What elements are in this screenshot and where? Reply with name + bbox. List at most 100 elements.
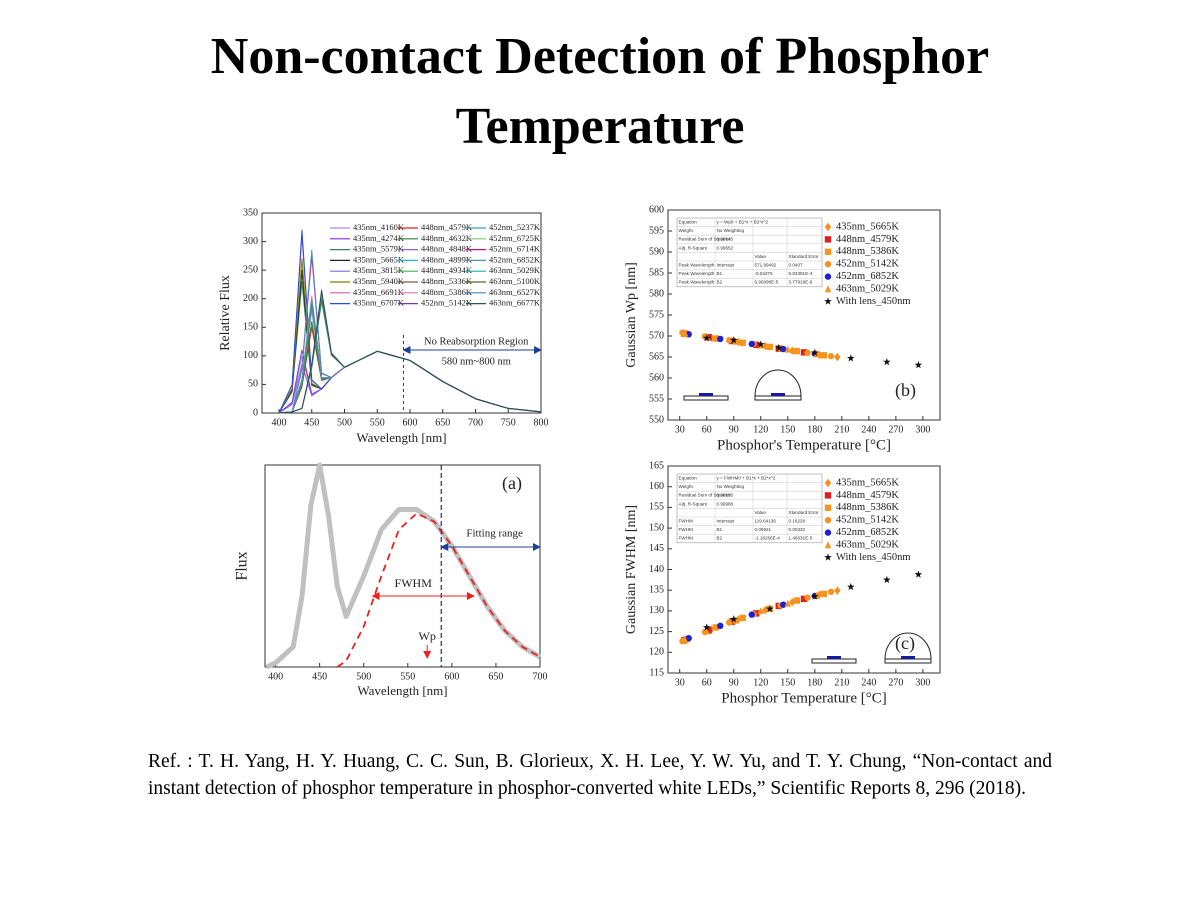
table-cell: 0.99988 — [717, 501, 734, 506]
series-line — [265, 462, 542, 670]
point — [729, 336, 738, 344]
x-tick-label: 90 — [729, 677, 739, 688]
legend-label: 463nm_5029K — [836, 283, 899, 294]
x-tick-label: 180 — [807, 424, 822, 435]
point — [757, 607, 764, 615]
legend-label: 448nm_4579K — [836, 234, 899, 245]
x-tick-label: 270 — [888, 424, 903, 435]
point — [717, 335, 724, 343]
legend-label: 463nm_6527K — [489, 287, 541, 297]
legend-label: 463nm_5029K — [836, 539, 899, 550]
legend-label: 448nm_4632K — [421, 233, 473, 243]
table-cell: 6.90098E-5 — [755, 280, 779, 285]
y-tick-label: 250 — [243, 264, 258, 275]
led-chip — [683, 395, 729, 401]
y-tick-label: 145 — [649, 543, 664, 554]
table-cell: FWHM — [679, 527, 693, 532]
x-tick-label: 210 — [834, 424, 849, 435]
x-tick-label: 120 — [753, 424, 768, 435]
y-axis-label: Gaussian FWHM [nm] — [624, 505, 639, 634]
table-cell: Adj. R-Square — [679, 501, 708, 506]
table-cell: y = Wp0 + B1*x + B2*x^2 — [717, 220, 769, 225]
point — [811, 348, 819, 357]
table-cell: -0.04276 — [755, 271, 774, 276]
legend-label: 435nm_6691K — [353, 287, 405, 297]
table-cell: B1 — [717, 527, 723, 532]
point — [774, 343, 783, 351]
y-tick-label: 590 — [649, 246, 664, 257]
y-tick-label: 130 — [649, 605, 664, 616]
y-axis-label: Flux — [234, 551, 251, 580]
point — [784, 345, 791, 353]
point — [729, 615, 738, 623]
point — [756, 340, 765, 348]
y-tick-label: 50 — [248, 379, 258, 390]
x-tick-label: 750 — [501, 417, 516, 428]
y-tick-label: 100 — [243, 350, 258, 361]
led-die — [771, 393, 785, 396]
legend-label: 448nm_4579K — [836, 490, 899, 501]
legend-label: With lens_450nm — [836, 552, 911, 563]
point — [748, 340, 755, 348]
x-tick-label: 90 — [729, 424, 739, 435]
table-cell: 0.09921 — [755, 527, 772, 532]
y-tick-label: 300 — [243, 236, 258, 247]
table-cell: Peak Wavelength — [679, 271, 715, 276]
point — [765, 604, 774, 613]
table-cell: 1.46631E-5 — [789, 536, 813, 541]
legend-label: 452nm_6714K — [489, 244, 541, 254]
legend-label: 435nm_4274K — [353, 233, 405, 243]
table-cell: B1 — [717, 271, 723, 276]
legend-label: 448nm_5336K — [421, 276, 473, 286]
legend-label: 435nm_5940K — [353, 276, 405, 286]
point — [793, 597, 800, 604]
point — [780, 345, 787, 353]
table-cell: 0.0407 — [789, 263, 803, 268]
table-cell: 119.64136 — [755, 519, 777, 524]
legend-label: 448nm_5386K — [836, 502, 899, 513]
led-die — [901, 656, 915, 659]
x-tick-label: 60 — [702, 677, 712, 688]
x-tick-label: 240 — [861, 677, 876, 688]
legend-label: 452nm_5142K — [836, 259, 899, 270]
point — [766, 343, 773, 351]
x-tick-label: 500 — [337, 417, 352, 428]
x-axis-label: Wavelength [nm] — [356, 430, 446, 445]
x-axis-label: Wavelength [nm] — [357, 683, 447, 698]
point — [726, 337, 733, 344]
y-tick-label: 555 — [649, 393, 664, 404]
point — [804, 594, 811, 601]
legend-label: 435nm_6707K — [353, 298, 405, 308]
legend-swatch — [824, 529, 832, 536]
x-tick-label: 800 — [534, 417, 549, 428]
point — [883, 358, 891, 366]
legend-swatch — [824, 553, 832, 561]
legend-swatch — [824, 273, 832, 280]
panel-label: (a) — [502, 473, 522, 494]
legend-label: 452nm_6852K — [836, 527, 899, 538]
x-tick-label: 650 — [488, 671, 503, 682]
point — [914, 570, 923, 578]
wp-label: Wp — [419, 629, 436, 643]
point — [748, 611, 755, 618]
slide-title: Non-contact Detection of Phosphor Temper… — [210, 28, 990, 155]
table-cell: Equation — [679, 220, 698, 225]
table-cell: Value — [755, 510, 767, 515]
x-tick-label: 450 — [312, 671, 327, 682]
legend-swatch — [824, 285, 832, 293]
legend-label: 448nm_5386K — [836, 246, 899, 257]
x-tick-label: 60 — [702, 424, 712, 435]
legend-label: 448nm_4934K — [421, 265, 473, 275]
point — [834, 352, 841, 362]
x-tick-label: 120 — [753, 677, 768, 688]
x-tick-label: 550 — [370, 417, 385, 428]
point — [762, 605, 769, 615]
legend-swatch — [824, 248, 832, 255]
y-tick-label: 560 — [649, 372, 664, 383]
y-tick-label: 585 — [649, 267, 664, 278]
point — [827, 352, 835, 360]
plot-frame — [264, 464, 541, 668]
x-tick-label: 270 — [888, 677, 903, 688]
table-cell: Peak Wavelength — [679, 263, 715, 268]
